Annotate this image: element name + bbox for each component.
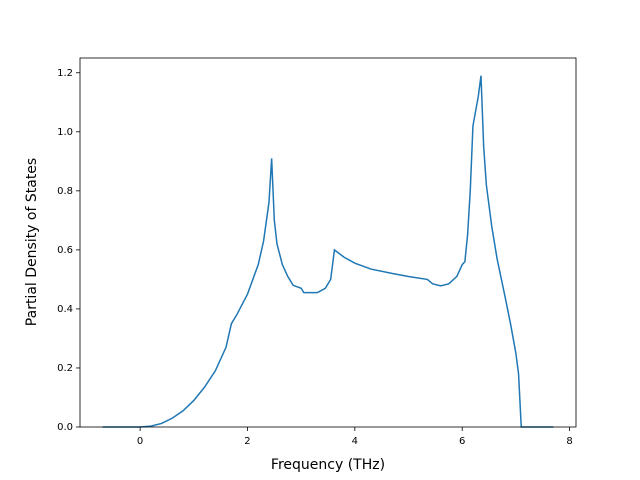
x-tick-label: 2 bbox=[244, 436, 250, 447]
y-axis-label: Partial Density of States bbox=[24, 158, 40, 326]
x-tick-label: 4 bbox=[352, 436, 358, 447]
y-tick-label: 0.0 bbox=[57, 422, 73, 433]
x-tick-label: 8 bbox=[566, 436, 572, 447]
x-tick-label: 0 bbox=[137, 436, 143, 447]
y-tick-label: 1.2 bbox=[57, 68, 73, 79]
data-line bbox=[102, 75, 554, 428]
y-tick-label: 0.6 bbox=[57, 245, 73, 256]
y-tick-label: 1.0 bbox=[57, 127, 73, 138]
y-tick-label: 0.2 bbox=[57, 363, 73, 374]
plot-frame bbox=[79, 57, 577, 428]
x-tick-label: 6 bbox=[459, 436, 465, 447]
y-tick-label: 0.8 bbox=[57, 186, 73, 197]
y-tick-label: 0.4 bbox=[57, 304, 73, 315]
x-axis-label: Frequency (THz) bbox=[271, 457, 385, 473]
